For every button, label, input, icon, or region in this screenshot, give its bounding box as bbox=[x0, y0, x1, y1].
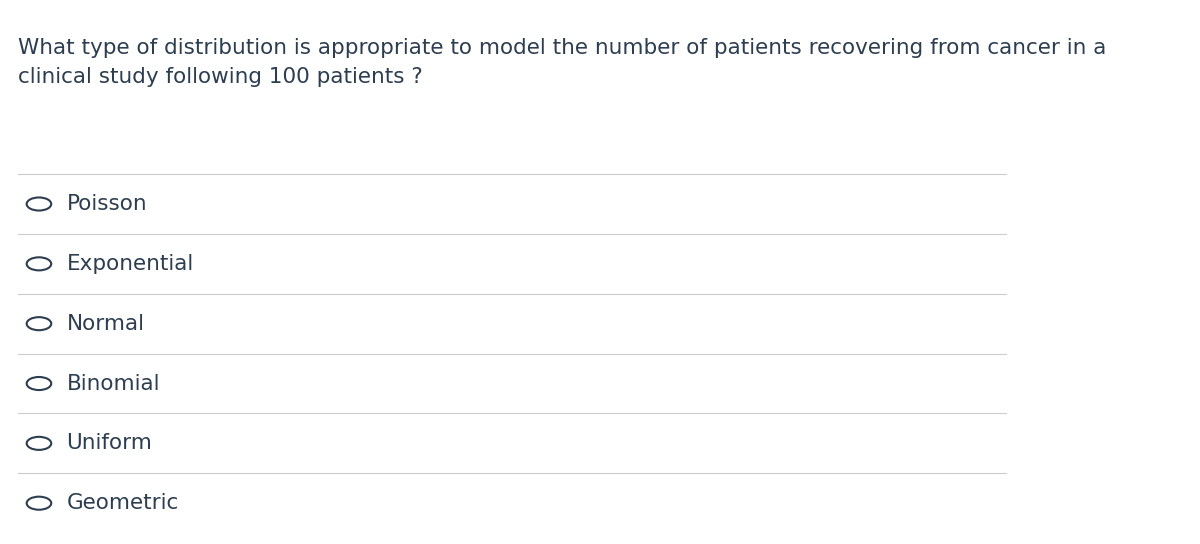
Text: Exponential: Exponential bbox=[67, 254, 194, 274]
Text: What type of distribution is appropriate to model the number of patients recover: What type of distribution is appropriate… bbox=[18, 38, 1106, 87]
Text: Uniform: Uniform bbox=[67, 434, 152, 453]
Text: Normal: Normal bbox=[67, 314, 145, 333]
Text: Poisson: Poisson bbox=[67, 194, 148, 214]
Text: Binomial: Binomial bbox=[67, 374, 160, 393]
Text: Geometric: Geometric bbox=[67, 493, 179, 513]
